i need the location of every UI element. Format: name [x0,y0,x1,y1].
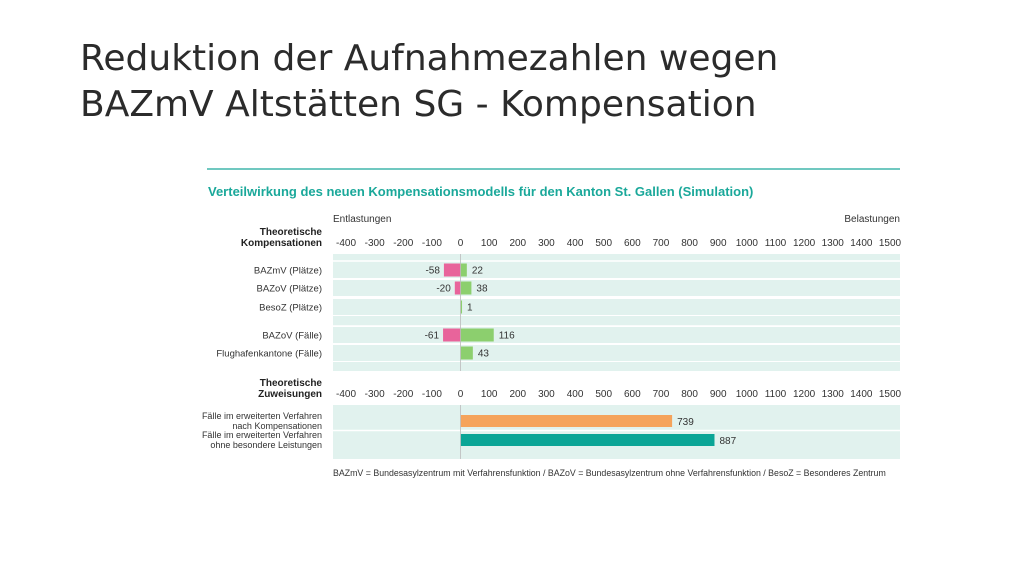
chart-title: Verteilwirkung des neuen Kompensationsmo… [208,184,753,199]
category-label: BAZoV (Plätze) [257,284,322,295]
row-band [333,254,900,262]
tick-label: 800 [681,389,698,400]
category-label: BAZoV (Fälle) [262,331,322,342]
tick-label: 1400 [850,238,873,249]
row-band [333,405,900,459]
tick-label: 400 [567,238,584,249]
tick-label: 1500 [879,389,902,400]
category-label: ohne besondere Leistungen [210,440,322,450]
tick-label: 800 [681,238,698,249]
section-label-compensations: Kompensationen [241,238,322,249]
bar-allocation [460,434,715,446]
tick-label: 1300 [822,238,845,249]
data-label: 1 [467,303,473,314]
tick-label: 0 [458,389,464,400]
data-label: 22 [472,266,484,277]
row-band [333,280,900,296]
slide-title-line-2: BAZmV Altstätten SG - Kompensation [80,84,757,125]
data-label: -20 [436,284,451,295]
tick-label: 100 [481,389,498,400]
left-axis-label: Entlastungen [333,214,391,225]
bar-negative [454,281,461,295]
tick-label: 1000 [736,238,759,249]
row-band [333,316,900,326]
tick-label: 500 [595,238,612,249]
bar-allocation [460,415,673,427]
bar-positive [460,300,463,314]
data-label: -58 [425,266,440,277]
row-band [333,262,900,278]
category-label: BesoZ (Plätze) [259,303,322,314]
tick-label: 1200 [793,389,816,400]
tick-label: 600 [624,389,641,400]
category-label: Fälle im erweiterten Verfahren [202,430,322,440]
category-label: Flughafenkantone (Fälle) [216,349,322,360]
tick-label: 200 [509,389,526,400]
bar-negative [443,328,461,342]
bar-positive [460,263,467,277]
tick-label: 100 [481,238,498,249]
tick-label: 300 [538,389,555,400]
data-label: 43 [478,349,490,360]
tick-label: -300 [365,389,385,400]
section-label-allocations: Zuweisungen [258,389,322,400]
data-label: -61 [425,331,440,342]
tick-label: -400 [336,238,356,249]
tick-label: -300 [365,238,385,249]
tick-label: 700 [653,238,670,249]
data-label: 887 [719,436,736,447]
section-label-compensations: Theoretische [260,227,323,238]
data-label: 739 [677,417,694,428]
row-band [333,327,900,343]
tick-label: 1200 [793,238,816,249]
footnote: BAZmV = Bundesasylzentrum mit Verfahrens… [333,468,886,478]
category-label: nach Kompensationen [232,421,322,431]
tick-label: -100 [422,389,442,400]
tick-label: 900 [710,389,727,400]
data-label: 38 [476,284,488,295]
row-band [333,362,900,371]
category-label: Fälle im erweiterten Verfahren [202,411,322,421]
slide-title: Reduktion der Aufnahmezahlen wegen BAZmV… [80,36,980,128]
slide-title-line-1: Reduktion der Aufnahmezahlen wegen [80,38,779,79]
category-label: BAZmV (Plätze) [254,266,322,277]
tick-label: 1000 [736,389,759,400]
bar-positive [460,328,494,342]
tick-label: -100 [422,238,442,249]
tick-label: -200 [393,389,413,400]
tick-label: 600 [624,238,641,249]
tick-label: 1500 [879,238,902,249]
data-label: 116 [499,331,515,342]
tick-label: 300 [538,238,555,249]
tick-label: -200 [393,238,413,249]
bar-positive [460,281,472,295]
tick-label: 200 [509,238,526,249]
row-band [333,345,900,361]
section-label-allocations: Theoretische [260,378,323,389]
tick-label: 1400 [850,389,873,400]
tick-label: 1300 [822,389,845,400]
row-band [333,299,900,315]
tick-label: 0 [458,238,464,249]
tick-label: -400 [336,389,356,400]
tick-label: 900 [710,238,727,249]
bar-negative [443,263,461,277]
tick-label: 1100 [765,389,787,400]
tick-label: 500 [595,389,612,400]
bar-positive [460,346,473,360]
tick-label: 700 [653,389,670,400]
tick-label: 1100 [765,238,787,249]
tick-label: 400 [567,389,584,400]
right-axis-label: Belastungen [844,214,900,225]
